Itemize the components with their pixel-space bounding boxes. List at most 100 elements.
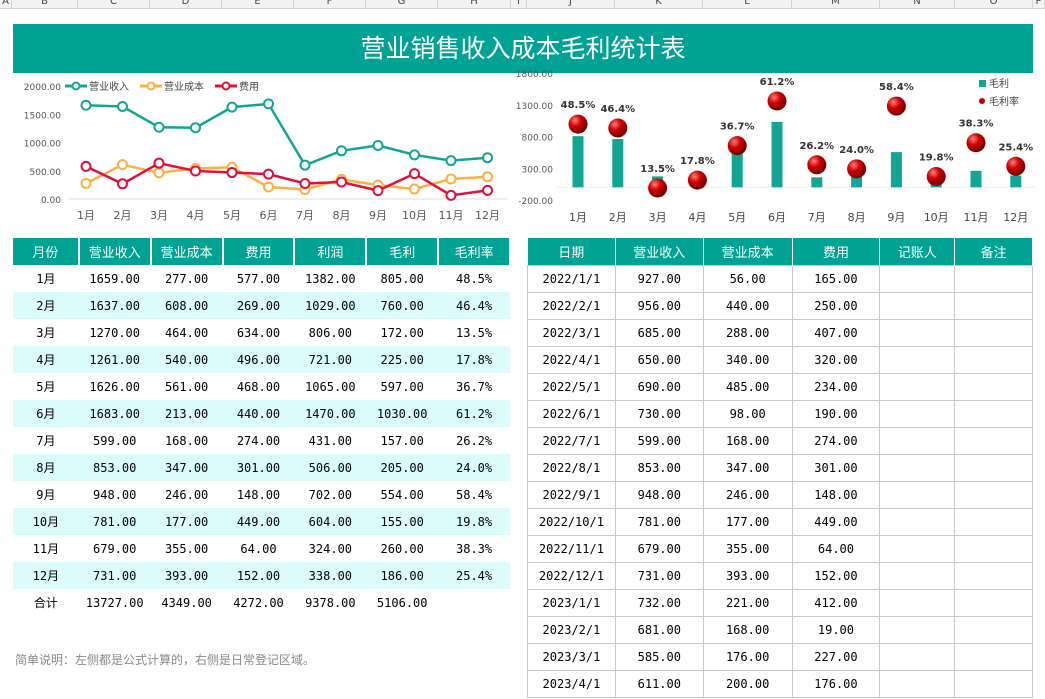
table-cell[interactable]: 24.0%: [438, 454, 510, 481]
table-cell[interactable]: 225.00: [366, 346, 439, 373]
table-cell[interactable]: 4272.00: [233, 595, 284, 610]
table-cell[interactable]: 927.00: [614, 264, 704, 293]
table-cell[interactable]: 177.00: [150, 508, 223, 535]
table-cell[interactable]: 5月: [36, 380, 56, 394]
table-cell[interactable]: 681.00: [614, 615, 704, 644]
table-cell[interactable]: [879, 453, 956, 482]
table-cell[interactable]: 781.00: [78, 508, 151, 535]
table-cell[interactable]: 25.4%: [438, 562, 510, 589]
table-cell[interactable]: 301.00: [791, 453, 881, 482]
table-cell[interactable]: 1029.00: [294, 292, 367, 319]
column-header[interactable]: K: [615, 0, 703, 9]
table-cell[interactable]: [879, 615, 956, 644]
table-cell[interactable]: 732.00: [614, 588, 704, 617]
table-cell[interactable]: 948.00: [93, 487, 137, 502]
table-cell[interactable]: 679.00: [614, 534, 704, 563]
table-cell[interactable]: [879, 669, 956, 698]
table-cell[interactable]: 760.00: [366, 292, 439, 319]
table-cell[interactable]: 168.00: [702, 426, 793, 455]
table-cell[interactable]: [879, 264, 956, 293]
table-cell[interactable]: 176.00: [702, 642, 793, 671]
table-cell[interactable]: 17.8%: [438, 346, 510, 373]
table-cell[interactable]: 2022/3/1: [527, 318, 616, 347]
table-cell[interactable]: [879, 480, 956, 509]
table-cell[interactable]: 2022/4/1: [527, 345, 616, 374]
column-header[interactable]: B: [12, 0, 78, 9]
table-cell[interactable]: 1030.00: [366, 400, 439, 427]
table-cell[interactable]: [954, 507, 1033, 536]
table-cell[interactable]: [954, 534, 1033, 563]
table-cell[interactable]: 650.00: [614, 345, 704, 374]
table-cell[interactable]: 148.00: [236, 487, 281, 502]
column-header[interactable]: M: [792, 0, 880, 9]
table-cell[interactable]: 540.00: [150, 346, 223, 373]
column-header[interactable]: J: [527, 0, 615, 9]
table-cell[interactable]: 2023/1/1: [527, 588, 616, 617]
table-cell[interactable]: 393.00: [150, 562, 223, 589]
column-header[interactable]: N: [880, 0, 955, 9]
table-cell[interactable]: 11月: [32, 542, 60, 556]
table-cell[interactable]: 721.00: [294, 346, 367, 373]
table-cell[interactable]: 277.00: [164, 271, 209, 286]
table-cell[interactable]: [879, 318, 956, 347]
table-cell[interactable]: 2023/4/1: [527, 669, 616, 698]
table-cell[interactable]: 26.2%: [456, 433, 493, 448]
table-cell[interactable]: [879, 291, 956, 320]
table-cell[interactable]: 853.00: [78, 454, 151, 481]
table-cell[interactable]: [954, 561, 1033, 590]
table-cell[interactable]: [879, 534, 956, 563]
table-cell[interactable]: 1382.00: [305, 271, 356, 286]
table-cell[interactable]: 227.00: [791, 642, 881, 671]
table-cell[interactable]: 2022/1/1: [527, 264, 616, 293]
column-header[interactable]: O: [955, 0, 1033, 9]
column-header[interactable]: A: [0, 0, 12, 9]
column-header[interactable]: L: [703, 0, 792, 9]
column-header[interactable]: I: [511, 0, 527, 9]
table-cell[interactable]: 172.00: [380, 325, 424, 340]
table-cell[interactable]: 468.00: [236, 379, 281, 394]
table-cell[interactable]: [954, 399, 1033, 428]
table-cell[interactable]: 186.00: [366, 562, 439, 589]
table-cell[interactable]: [954, 669, 1033, 698]
table-cell[interactable]: [954, 480, 1033, 509]
column-header[interactable]: 记账人: [879, 238, 956, 265]
table-cell[interactable]: 496.00: [222, 346, 295, 373]
column-header[interactable]: 毛利率: [438, 238, 511, 265]
column-header[interactable]: H: [438, 0, 511, 9]
table-cell[interactable]: 13727.00: [85, 595, 144, 610]
column-header[interactable]: 营业收入: [615, 238, 704, 265]
table-cell[interactable]: [879, 399, 956, 428]
table-cell[interactable]: 165.00: [791, 264, 881, 293]
table-cell[interactable]: 431.00: [308, 433, 353, 448]
table-cell[interactable]: 805.00: [380, 271, 424, 286]
table-cell[interactable]: 806.00: [308, 325, 353, 340]
table-cell[interactable]: 1659.00: [89, 271, 140, 286]
table-cell[interactable]: 690.00: [614, 372, 704, 401]
table-cell[interactable]: [438, 589, 510, 616]
table-cell[interactable]: [879, 507, 956, 536]
table-cell[interactable]: 246.00: [702, 480, 793, 509]
table-cell[interactable]: [954, 372, 1033, 401]
column-header[interactable]: 月份: [13, 238, 80, 265]
column-header[interactable]: 毛利: [366, 238, 440, 265]
table-cell[interactable]: 407.00: [791, 318, 881, 347]
table-cell[interactable]: [954, 318, 1033, 347]
table-cell[interactable]: 4月: [13, 346, 79, 373]
table-cell[interactable]: 608.00: [150, 292, 223, 319]
table-cell[interactable]: 702.00: [308, 487, 353, 502]
table-cell[interactable]: 260.00: [380, 541, 424, 556]
table-cell[interactable]: [879, 426, 956, 455]
table-cell[interactable]: 2022/10/1: [527, 507, 616, 536]
table-cell[interactable]: 1261.00: [78, 346, 151, 373]
table-cell[interactable]: [954, 264, 1033, 293]
table-cell[interactable]: 449.00: [222, 508, 295, 535]
table-cell[interactable]: 205.00: [366, 454, 439, 481]
table-cell[interactable]: 8月: [13, 454, 79, 481]
table-cell[interactable]: 585.00: [614, 642, 704, 671]
table-cell[interactable]: 464.00: [164, 325, 209, 340]
table-cell[interactable]: 604.00: [294, 508, 367, 535]
table-cell[interactable]: 2022/12/1: [527, 561, 616, 590]
table-cell[interactable]: 274.00: [791, 426, 881, 455]
table-cell[interactable]: 221.00: [702, 588, 793, 617]
table-cell[interactable]: [879, 588, 956, 617]
